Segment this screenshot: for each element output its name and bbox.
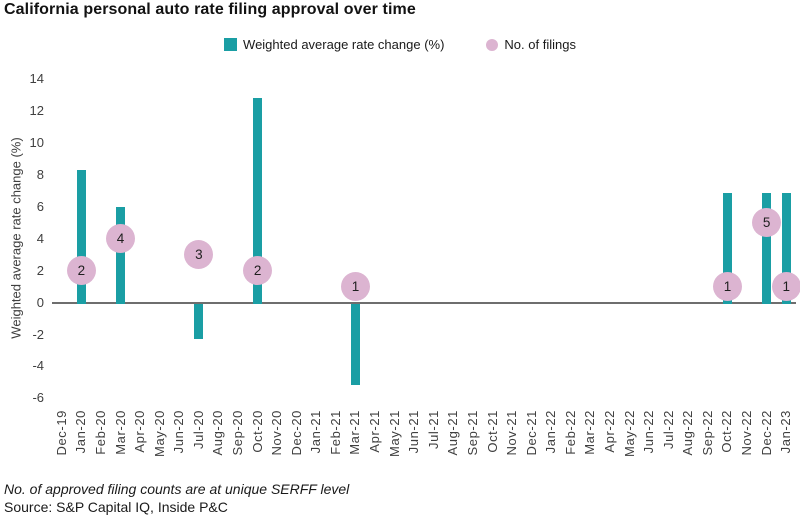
legend: Weighted average rate change (%) No. of …: [0, 37, 800, 52]
y-tick-label: 6: [36, 198, 44, 214]
x-tick-label: Nov-21: [504, 410, 520, 456]
x-tick-label: Dec-22: [758, 410, 774, 456]
y-tick-label: -2: [32, 326, 44, 342]
x-tick-label: Apr-21: [367, 410, 383, 453]
bubble-count-label: 3: [195, 247, 203, 262]
rate-change-bar: [762, 192, 772, 304]
x-tick-label: Oct-22: [719, 410, 735, 453]
bubble-count-label: 2: [253, 262, 262, 278]
x-tick-label: May-21: [386, 410, 402, 457]
legend-label-rate-change: Weighted average rate change (%): [243, 37, 445, 52]
x-tick-label: Jul-20: [190, 410, 206, 450]
x-tick-label: Apr-20: [132, 410, 148, 453]
x-tick-label: May-22: [621, 410, 637, 457]
x-tick-label: Oct-20: [249, 410, 265, 453]
x-tick-label: Feb-20: [92, 410, 108, 455]
x-tick-label: Dec-19: [53, 410, 69, 456]
bubble-count-label: 5: [762, 215, 771, 231]
y-tick-label: -6: [32, 390, 44, 406]
x-tick-label: Apr-22: [602, 410, 617, 453]
y-tick-label: 12: [29, 103, 44, 119]
x-tick-label: Mar-22: [582, 410, 598, 455]
x-tick-label: Jan-23: [778, 410, 794, 454]
filings-bubble: 1: [771, 272, 800, 302]
y-tick-label: 10: [29, 135, 44, 151]
x-tick-label: Jan-20: [73, 410, 89, 454]
x-tick-label: Jun-21: [406, 410, 422, 454]
y-tick-label: 0: [36, 294, 44, 310]
chart-title: California personal auto rate filing app…: [4, 1, 416, 18]
x-tick-label: Oct-21: [484, 410, 500, 453]
y-tick-label: 2: [36, 262, 44, 278]
x-tick-label: Jun-20: [171, 410, 187, 454]
x-tick-label: Aug-20: [210, 410, 226, 456]
filings-swatch-icon: [486, 38, 499, 51]
y-tick-label: 4: [36, 230, 44, 246]
x-tick-label: Mar-20: [112, 410, 128, 455]
footnote: No. of approved filing counts are at uni…: [4, 481, 350, 497]
filings-bubble: 2: [243, 256, 273, 286]
legend-label-filings: No. of filings: [504, 37, 576, 52]
x-tick-label: Jan-21: [308, 410, 324, 454]
bubble-count-label: 2: [77, 262, 86, 278]
x-tick-label: Jan-22: [543, 410, 559, 454]
y-tick-label: 8: [36, 166, 44, 182]
bubble-count-label: 4: [116, 231, 125, 247]
x-tick-label: Dec-20: [288, 410, 304, 456]
rate-change-bar: [253, 98, 263, 304]
x-tick-label: Jun-22: [641, 410, 657, 454]
legend-item-filings: No. of filings: [486, 37, 576, 52]
x-tick-label: Feb-22: [562, 410, 578, 455]
rate-change-bar: [781, 192, 791, 304]
filings-bubble: 3: [184, 240, 214, 270]
rate-change-bar: [350, 303, 360, 386]
filings-bubble: 4: [106, 224, 136, 254]
x-tick-label: Sep-21: [464, 410, 480, 456]
zero-baseline: [52, 301, 796, 304]
x-tick-label: Dec-21: [523, 410, 539, 456]
plot-area: Weighted average rate change (%) -6 -4 -2 0…: [9, 71, 800, 457]
x-tick-label: Feb-21: [327, 410, 343, 455]
rate-change-bar: [194, 303, 204, 339]
filings-bubble: 5: [752, 208, 782, 238]
rate-change-bar: [116, 206, 126, 304]
bar-series-swatch-icon: [224, 38, 238, 51]
bubble-count-label: 1: [723, 278, 732, 294]
source-attribution: Source: S&P Capital IQ, Inside P&C: [4, 499, 228, 515]
x-tick-label: Aug-22: [680, 410, 696, 456]
x-tick-label: Sep-20: [230, 410, 245, 456]
x-tick-label: Mar-21: [347, 410, 363, 455]
filings-bubble: 2: [66, 256, 96, 286]
filings-bubble: 1: [340, 272, 370, 302]
x-tick-label: Jul-21: [425, 410, 441, 450]
x-tick-label: Sep-22: [699, 410, 715, 456]
y-tick-label: -4: [32, 358, 44, 374]
x-tick-label: May-20: [151, 410, 167, 457]
rate-change-bar: [722, 192, 732, 304]
x-tick-label: Aug-21: [445, 410, 461, 456]
x-tick-label: Nov-22: [739, 410, 755, 456]
bubble-count-label: 1: [782, 278, 790, 294]
rate-change-bar: [76, 170, 86, 304]
bubble-count-label: 1: [351, 278, 360, 294]
filings-bubble: 1: [712, 272, 742, 302]
x-tick-label: Jul-22: [660, 410, 676, 450]
legend-item-rate-change: Weighted average rate change (%): [224, 37, 444, 52]
x-tick-label: Nov-20: [269, 410, 285, 456]
y-tick-label: 14: [29, 71, 44, 87]
